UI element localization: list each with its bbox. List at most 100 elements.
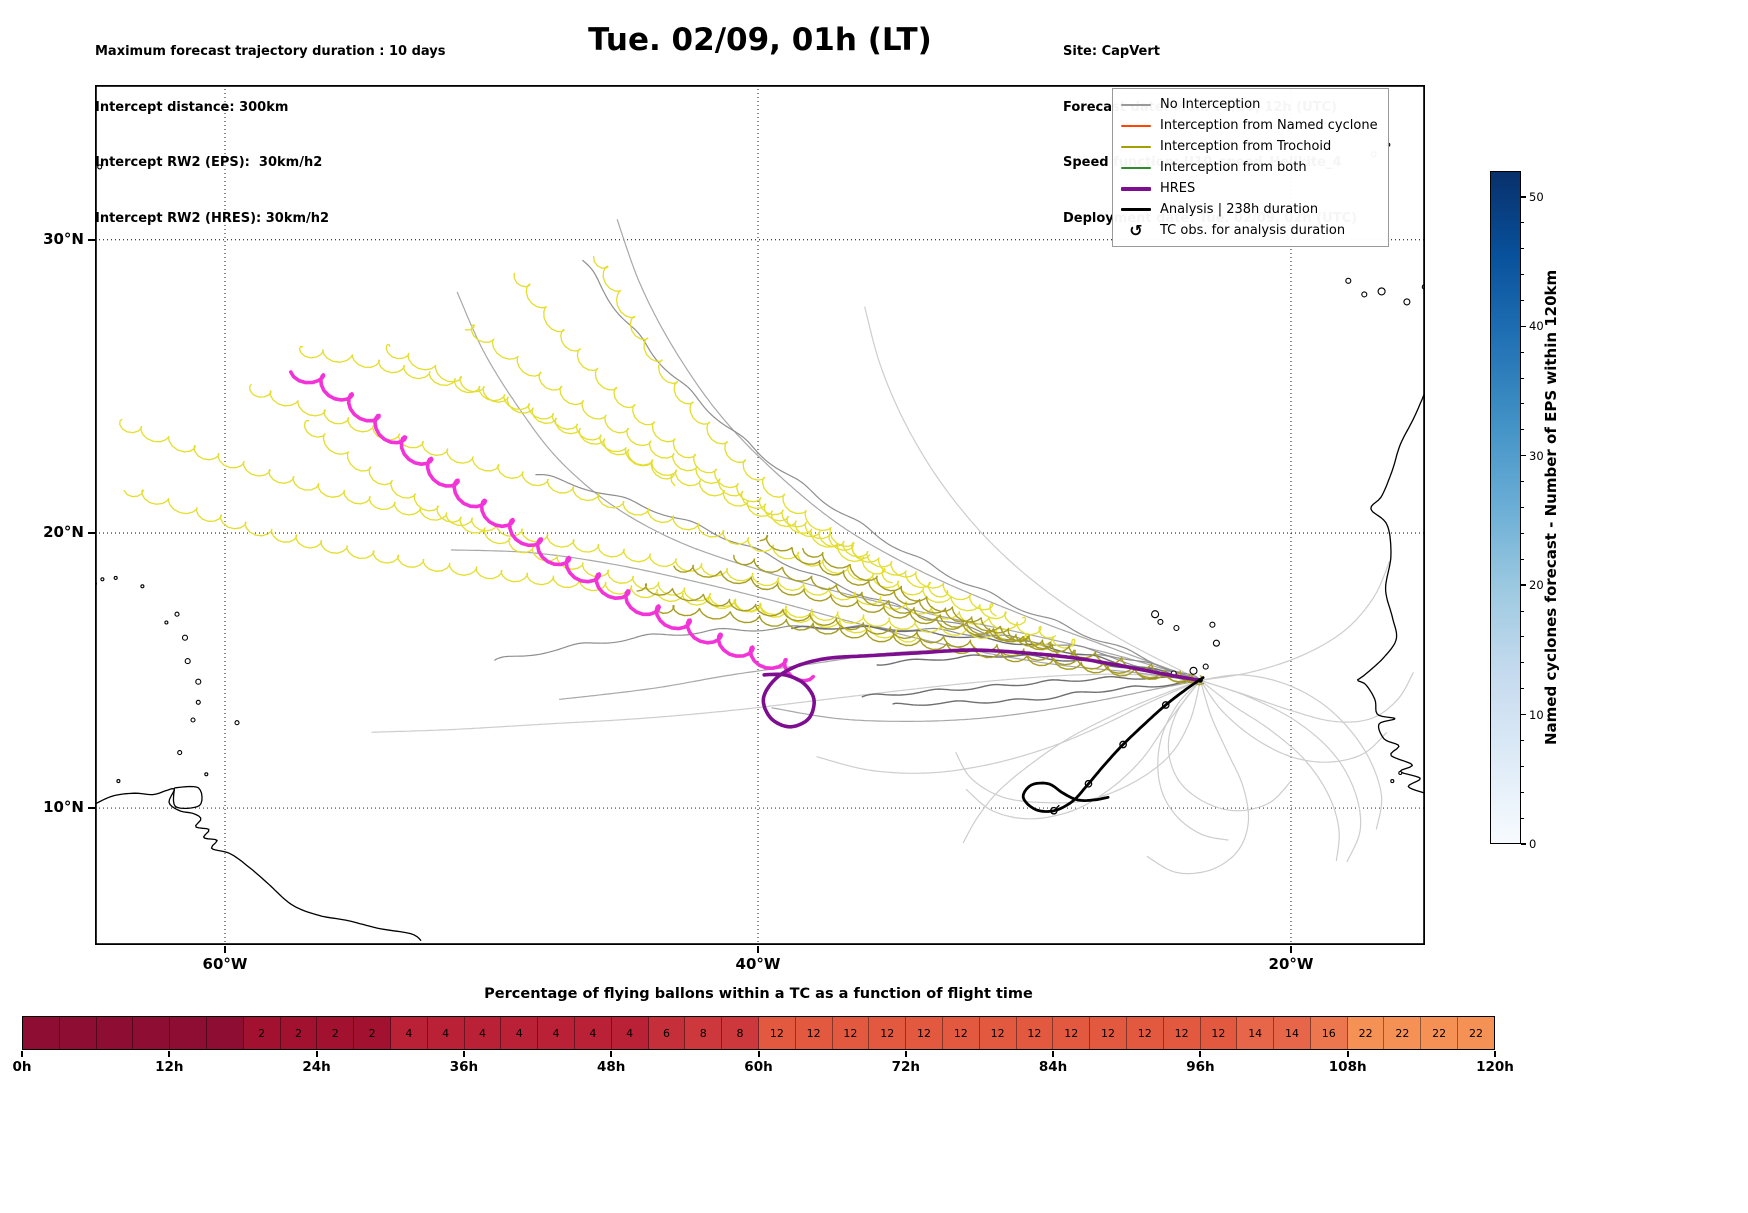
island xyxy=(113,575,118,580)
island xyxy=(181,634,189,641)
trajectory-hres-track xyxy=(761,648,1203,729)
percentage-value: 4 xyxy=(589,1026,597,1040)
lat-tick-label: 10°N xyxy=(43,798,84,817)
island xyxy=(1361,291,1368,298)
colorbar-minor-tick xyxy=(1521,274,1524,276)
trajectory-eps-16 xyxy=(1199,674,1383,830)
island xyxy=(1345,277,1352,284)
trajectory-eps-13 xyxy=(965,679,1201,820)
percentage-segment-15h xyxy=(206,1017,244,1049)
percentage-segment-0h xyxy=(23,1017,60,1049)
colorbar-minor-tick xyxy=(1521,429,1524,431)
trajectory-eps-22 xyxy=(494,624,1203,682)
colorbar-minor-tick xyxy=(1521,377,1524,379)
colorbar-minor-tick xyxy=(1521,817,1524,819)
legend-item-label: Interception from Named cyclone xyxy=(1160,118,1378,133)
colorbar-tick xyxy=(1521,843,1526,845)
flight-time-tick-label: 120h xyxy=(1476,1059,1514,1075)
legend-item-1: Interception from Named cyclone xyxy=(1121,115,1378,136)
colorbar-minor-tick xyxy=(1521,351,1524,353)
colorbar-tick xyxy=(1521,454,1526,457)
colorbar-minor-tick xyxy=(1521,765,1524,767)
percentage-value: 2 xyxy=(331,1026,339,1040)
flight-time-tick-label: 108h xyxy=(1328,1059,1367,1075)
island xyxy=(140,584,145,589)
island xyxy=(97,164,103,170)
percentage-segment-102h: 14 xyxy=(1274,1017,1311,1049)
trajectory-analysis-track xyxy=(1021,676,1205,813)
legend-item-label: TC obs. for analysis duration xyxy=(1160,223,1346,238)
trajectory-trochoid-07 xyxy=(304,419,919,643)
flight-time-tick xyxy=(1346,1051,1349,1057)
map-legend: No Interception Interception from Named c… xyxy=(1112,88,1389,247)
trajectory-eps-02 xyxy=(456,291,1201,681)
percentage-value: 2 xyxy=(258,1026,266,1040)
trajectory-eps-26 xyxy=(892,678,1200,706)
trajectory-trochoid-02 xyxy=(248,383,1027,626)
colorbar-tick xyxy=(1521,196,1526,198)
island xyxy=(1390,779,1395,784)
percentage-value: 12 xyxy=(990,1026,1005,1040)
percentage-segment-111h: 22 xyxy=(1384,1017,1422,1049)
deployment-origin-marker xyxy=(1197,677,1203,683)
percentage-segment-117h: 22 xyxy=(1458,1017,1494,1049)
colorbar-tick-label: 30 xyxy=(1529,448,1544,463)
trajectory-named-cyclone-intercept-track xyxy=(289,370,816,683)
max-duration-line: Maximum forecast trajectory duration : 1… xyxy=(95,44,446,59)
percentage-segment-30h: 4 xyxy=(390,1017,428,1049)
tc-obs-symbol-icon: ↺ xyxy=(1129,220,1143,240)
island xyxy=(195,678,202,685)
trajectory-trochoid-04 xyxy=(123,489,1076,649)
africa-coast xyxy=(1356,392,1425,794)
colorbar-minor-tick xyxy=(1521,558,1524,560)
trajectory-eps-17 xyxy=(1199,679,1362,863)
legend-item-label: HRES xyxy=(1160,181,1196,196)
trajectory-eps-21 xyxy=(582,259,1200,680)
island xyxy=(1173,624,1180,632)
percentage-value: 12 xyxy=(1101,1026,1115,1040)
trajectory-trochoid-06 xyxy=(464,324,893,584)
percentage-value: 12 xyxy=(1027,1026,1042,1040)
colorbar-tick xyxy=(1521,325,1526,328)
flight-time-tick-label: 96h xyxy=(1186,1059,1215,1075)
percentage-value: 22 xyxy=(1432,1026,1447,1040)
percentage-segment-90h: 12 xyxy=(1126,1017,1164,1049)
colorbar-minor-tick xyxy=(1521,610,1524,612)
percentage-segment-84h: 12 xyxy=(1053,1017,1091,1049)
colorbar-tick-label: 50 xyxy=(1529,189,1544,204)
trajectory-eps-09 xyxy=(1199,679,1340,862)
trajectory-trochoid-12 xyxy=(733,554,1076,658)
flight-time-tick-label: 36h xyxy=(449,1059,479,1075)
lon-tick xyxy=(1290,946,1292,953)
legend-item-2: Interception from Trochoid xyxy=(1121,136,1378,157)
lat-tick-label: 30°N xyxy=(43,229,84,248)
trajectory-eps-20 xyxy=(616,219,1201,681)
figure-title: Tue. 02/09, 01h (LT) xyxy=(588,22,932,58)
flight-time-tick-label: 84h xyxy=(1038,1059,1068,1075)
percentage-value: 16 xyxy=(1321,1026,1336,1040)
flight-time-tick xyxy=(904,1051,907,1057)
percentage-segment-12h xyxy=(170,1017,207,1049)
percentage-segment-63h: 12 xyxy=(795,1017,833,1049)
percentage-segment-6h xyxy=(96,1017,134,1049)
island xyxy=(1209,621,1216,628)
percentage-value: 22 xyxy=(1468,1026,1483,1040)
lon-tick-label: 20°W xyxy=(1268,955,1314,973)
map-content xyxy=(95,85,1425,945)
percentage-value: 22 xyxy=(1358,1026,1373,1040)
colorbar-minor-tick xyxy=(1521,688,1524,690)
flight-time-tick xyxy=(1052,1051,1055,1057)
percentage-segment-9h xyxy=(133,1017,171,1049)
lon-tick-label: 40°W xyxy=(735,955,781,973)
colorbar-minor-tick xyxy=(1521,662,1524,664)
percentage-value: 12 xyxy=(843,1026,858,1040)
percentage-value: 4 xyxy=(442,1026,450,1040)
colorbar-minor-tick xyxy=(1521,791,1524,793)
percentage-segment-48h: 4 xyxy=(611,1017,649,1049)
trajectory-eps-27 xyxy=(791,625,1203,681)
lon-tick-label: 60°W xyxy=(202,955,248,973)
percentage-value: 12 xyxy=(917,1026,932,1040)
percentage-segment-72h: 12 xyxy=(906,1017,943,1049)
map-border xyxy=(95,85,1425,945)
